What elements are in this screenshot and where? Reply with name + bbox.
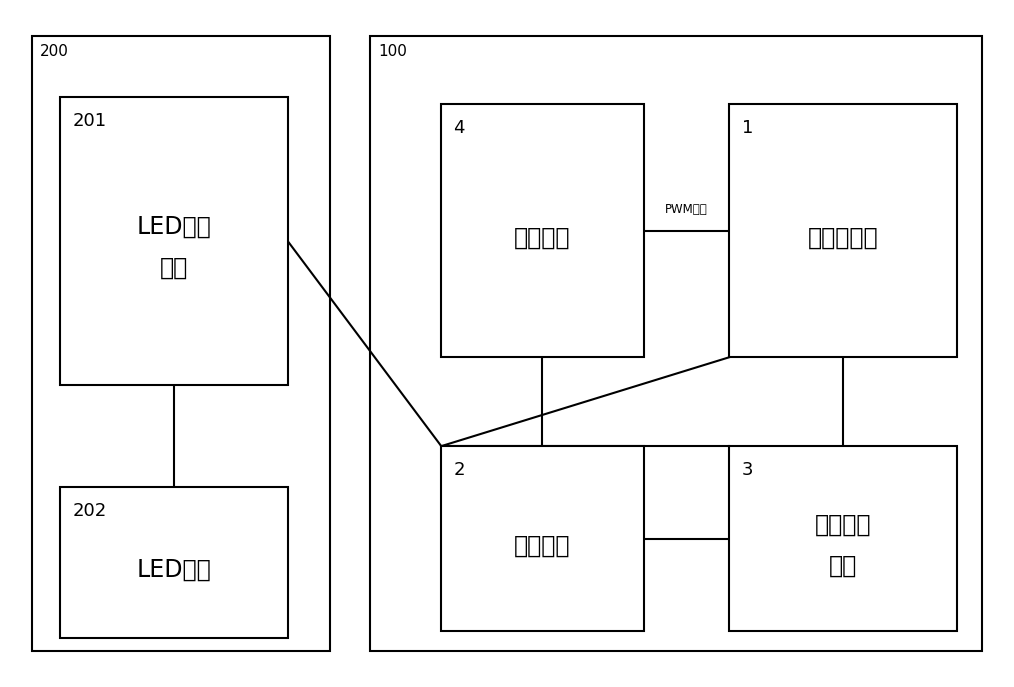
Text: 微控制电路: 微控制电路 xyxy=(808,225,878,249)
Bar xyxy=(60,487,288,638)
Text: 光敏检测: 光敏检测 xyxy=(815,513,871,537)
Text: 灯控开关: 灯控开关 xyxy=(514,225,571,249)
Text: 100: 100 xyxy=(378,44,408,59)
Bar xyxy=(729,446,957,631)
Bar xyxy=(60,97,288,385)
Text: LED驱动: LED驱动 xyxy=(137,215,211,239)
Text: 2: 2 xyxy=(453,461,464,480)
Text: PWM接口: PWM接口 xyxy=(665,203,708,216)
Text: 200: 200 xyxy=(40,44,69,59)
Bar xyxy=(441,104,644,357)
Text: 4: 4 xyxy=(453,119,464,137)
Text: LED模组: LED模组 xyxy=(137,557,211,581)
Text: 1: 1 xyxy=(741,119,753,137)
Bar xyxy=(729,104,957,357)
Bar xyxy=(370,36,983,651)
Bar xyxy=(441,446,644,631)
Text: 电路: 电路 xyxy=(159,256,188,280)
Text: 3: 3 xyxy=(741,461,753,480)
Text: 稳压电路: 稳压电路 xyxy=(514,533,571,557)
Text: 202: 202 xyxy=(72,502,106,520)
Text: 电路: 电路 xyxy=(829,554,858,578)
Bar xyxy=(31,36,330,651)
Text: 201: 201 xyxy=(72,112,106,131)
